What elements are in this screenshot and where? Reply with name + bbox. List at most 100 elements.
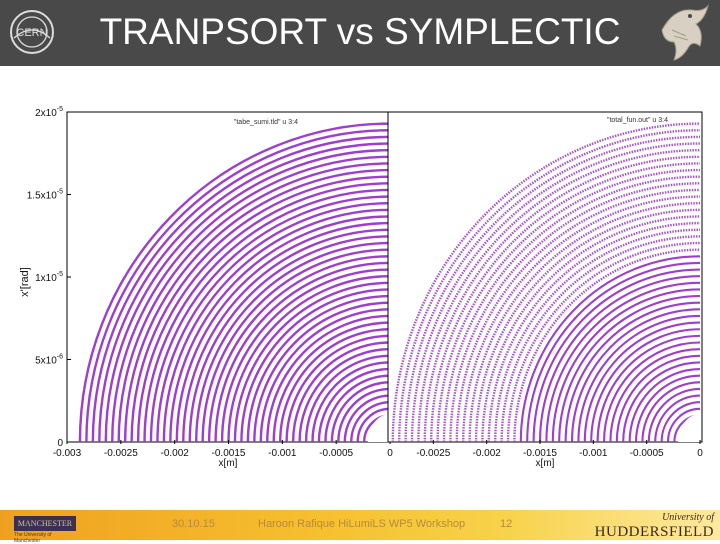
phase-space-ring xyxy=(298,347,391,443)
phase-space-ring xyxy=(570,308,701,443)
phase-space-ring xyxy=(590,328,701,443)
phase-space-ring xyxy=(240,288,391,443)
right-plot-legend: "total_fun.out" u 3:4 xyxy=(607,117,668,124)
phase-space-ring xyxy=(551,288,701,443)
phase-space-ring xyxy=(207,255,391,443)
phase-space-ring xyxy=(324,374,391,443)
phase-space-plots: -0.003 -0.0025 -0.002 -0.0015 -0.001 -0.0005 0… xyxy=(19,106,703,469)
phase-space-ring-chaotic xyxy=(417,148,701,443)
phase-space-ring xyxy=(583,321,701,443)
phase-space-ring-chaotic xyxy=(410,142,701,443)
phase-space-ring xyxy=(201,248,391,443)
manchester-logo-subtext: The University of Manchester xyxy=(14,532,52,544)
left-y-axis-ticks: 0 5x10-6 1x10-5 1.5x10-5 2x10-5 xyxy=(27,106,71,449)
footer-page-number: 12 xyxy=(500,518,513,530)
phase-space-ring xyxy=(85,129,391,443)
phase-space-ring xyxy=(253,301,391,443)
right-plot-xlabel: x[m] xyxy=(536,458,555,469)
x-tick-label: 0 xyxy=(387,448,393,459)
phase-space-ring xyxy=(143,188,391,443)
phase-space-ring xyxy=(117,162,391,443)
phase-space-ring-chaotic xyxy=(404,135,701,443)
phase-space-ring-chaotic xyxy=(513,248,701,443)
phase-space-ring xyxy=(532,268,701,443)
phase-space-ring xyxy=(356,407,391,443)
manchester-logo-text: MANCHESTER xyxy=(14,516,76,531)
phase-space-ring xyxy=(641,381,701,443)
phase-space-ring xyxy=(272,321,391,443)
phase-space-ring xyxy=(304,354,391,443)
phase-space-ring xyxy=(111,155,391,443)
phase-space-ring xyxy=(622,361,701,443)
phase-space-ring xyxy=(195,241,391,443)
x-tick-label: -0.0005 xyxy=(630,448,664,459)
phase-space-ring xyxy=(350,401,391,443)
x-tick-label: 0 xyxy=(697,448,703,459)
x-tick-label: -0.003 xyxy=(53,448,82,459)
left-plot-ylabel: x'[rad] xyxy=(19,267,31,297)
phase-space-ring xyxy=(98,142,391,443)
y-tick-label: 5x10-6 xyxy=(35,354,63,367)
y-tick-label: 2x10-5 xyxy=(35,106,63,119)
phase-space-ring xyxy=(278,328,391,443)
phase-space-ring-chaotic xyxy=(391,122,701,443)
x-tick-label: -0.002 xyxy=(472,448,501,459)
phase-space-ring-chaotic xyxy=(468,202,701,443)
right-plot-symplectic: -0.0025 -0.002 -0.0015 -0.001 -0.0005 0 "tota… xyxy=(387,111,703,469)
cern-logo: CERN xyxy=(10,10,54,54)
footer-bar: MANCHESTER The University of Manchester … xyxy=(0,510,720,544)
huddersfield-logo-top: University of xyxy=(662,512,714,523)
origin-gap xyxy=(678,414,700,442)
phase-space-ring xyxy=(311,361,391,443)
phase-space-ring xyxy=(596,334,701,443)
left-x-axis-ticks: -0.003 -0.0025 -0.002 -0.0015 -0.001 -0.0005 0 xyxy=(53,440,393,459)
phase-space-ring xyxy=(545,281,701,443)
phase-space-ring-chaotic xyxy=(455,188,701,443)
phase-space-ring-chaotic xyxy=(462,195,701,443)
phase-space-ring-chaotic xyxy=(500,235,701,443)
footer-date: 30.10.15 xyxy=(172,518,215,530)
phase-space-ring xyxy=(104,148,391,443)
phase-space-ring xyxy=(136,182,391,443)
phase-space-ring-chaotic xyxy=(442,175,701,443)
right-x-axis-ticks: -0.0025 -0.002 -0.0015 -0.001 -0.0005 0 xyxy=(416,440,703,459)
phase-space-ring xyxy=(162,208,391,443)
x-tick-label: -0.0025 xyxy=(104,448,138,459)
phase-space-ring xyxy=(628,367,701,443)
phase-space-ring xyxy=(526,261,701,443)
phase-space-ring xyxy=(519,255,701,443)
phase-space-ring-chaotic xyxy=(506,241,701,443)
slide-title: TRANPSORT vs SYMPLECTIC xyxy=(99,11,621,52)
phase-space-ring xyxy=(602,341,701,443)
left-plot-legend: "tabe_sumi.tld" u 3:4 xyxy=(234,119,298,126)
phase-space-ring xyxy=(609,348,701,443)
phase-space-ring xyxy=(130,175,391,443)
x-tick-label: -0.001 xyxy=(579,448,608,459)
phase-space-ring xyxy=(291,341,391,443)
phase-space-ring xyxy=(634,374,701,443)
phase-space-ring-chaotic xyxy=(481,215,701,443)
manchester-logo: MANCHESTER The University of Manchester xyxy=(6,512,76,544)
phase-space-ring xyxy=(538,275,701,443)
phase-space-ring xyxy=(330,381,391,443)
right-plot-rings xyxy=(391,122,701,443)
phase-space-ring-chaotic xyxy=(494,228,701,443)
phase-space-ring xyxy=(654,394,701,443)
phase-space-ring xyxy=(246,294,391,443)
x-tick-label: -0.0005 xyxy=(319,448,353,459)
huddersfield-logo-bottom: HUDDERSFIELD xyxy=(594,524,714,540)
left-plot-xlabel: x[m] xyxy=(219,458,238,469)
y-tick-label: 0 xyxy=(57,438,63,449)
phase-space-ring xyxy=(259,308,391,443)
phase-space-ring xyxy=(78,122,391,443)
phase-space-ring-chaotic xyxy=(436,168,701,443)
origin-gap xyxy=(368,414,390,442)
phase-space-ring xyxy=(647,387,701,443)
phase-space-ring xyxy=(123,168,391,443)
phase-space-ring xyxy=(220,268,391,443)
phase-space-ring xyxy=(149,195,391,443)
phase-space-ring xyxy=(660,401,701,443)
left-plot-rings xyxy=(78,122,391,443)
phase-space-ring xyxy=(343,394,391,443)
x-tick-label: -0.0015 xyxy=(212,448,246,459)
